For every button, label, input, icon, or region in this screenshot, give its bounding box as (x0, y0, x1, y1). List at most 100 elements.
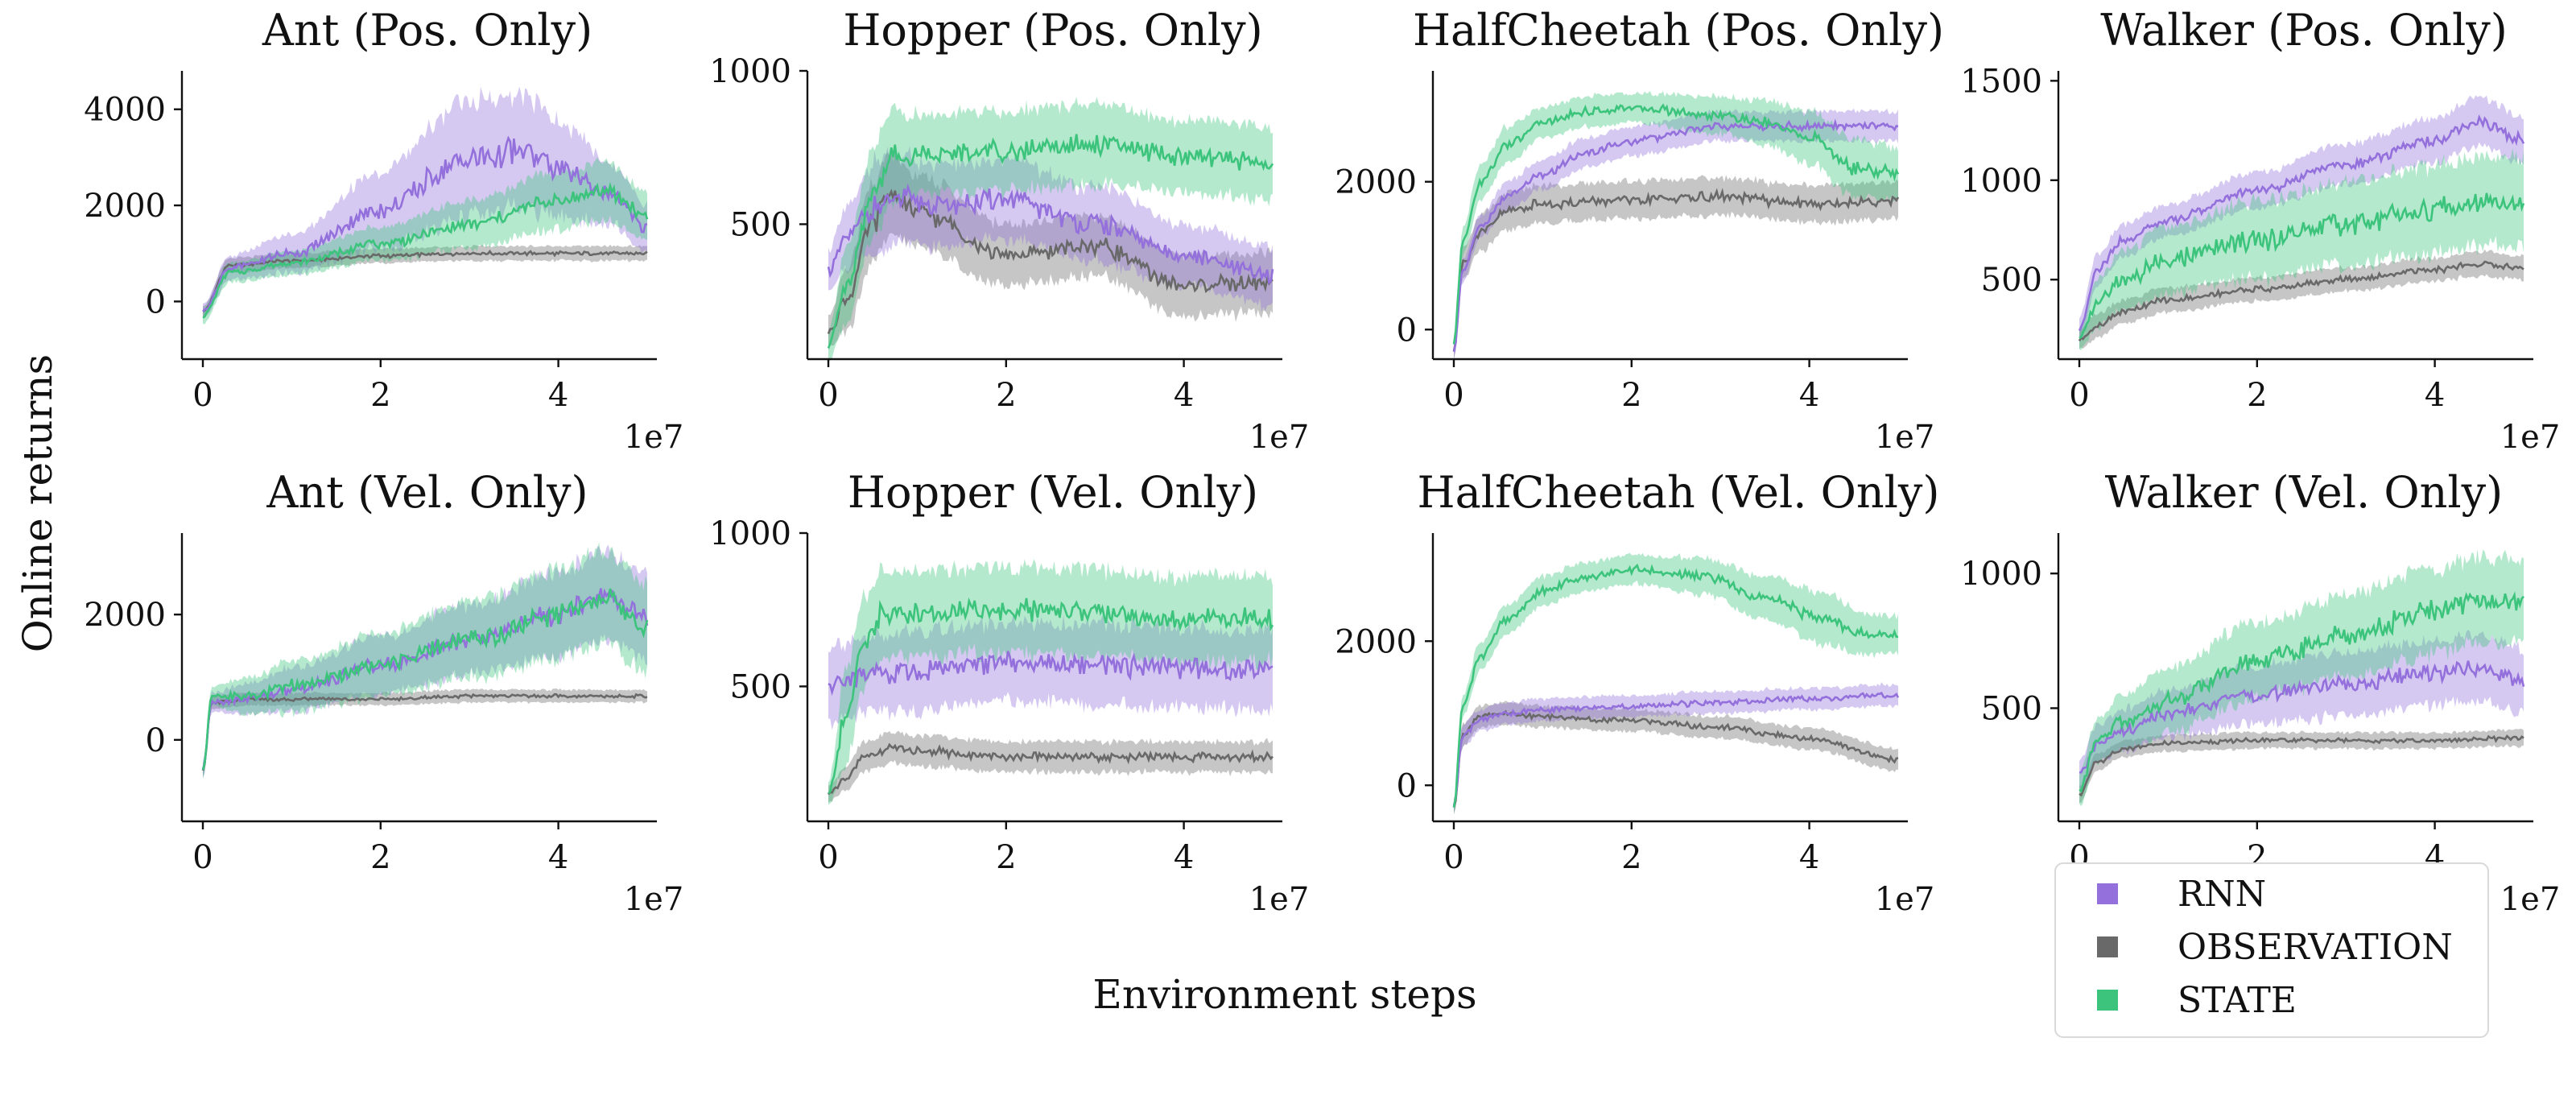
x-tick-label: 4 (1799, 839, 1819, 876)
x-offset-label: 1e7 (1249, 881, 1310, 918)
x-offset-label: 1e7 (1875, 419, 1935, 456)
band-rnn (203, 544, 647, 779)
panel-halfcheetah-pos-only: HalfCheetah (Pos. Only) 0 2000 0 2 4 1e7 (1335, 5, 1944, 456)
panel-halfcheetah-vel-only: HalfCheetah (Vel. Only) 0 2000 0 2 4 1e7 (1335, 467, 1939, 918)
panel-title: Hopper (Pos. Only) (843, 5, 1262, 56)
band-rnn (828, 614, 1273, 730)
x-tick-label: 2 (1621, 377, 1641, 414)
band-observation (1454, 175, 1898, 360)
band-state (2079, 147, 2524, 350)
y-tick-label: 1500 (1960, 63, 2042, 100)
y-tick-label: 0 (146, 722, 166, 759)
y-tick-label: 1000 (709, 53, 791, 90)
line-state (2079, 591, 2524, 793)
panel-title: Walker (Vel. Only) (2105, 467, 2504, 518)
panel-title: Ant (Pos. Only) (262, 5, 592, 56)
legend: RNN OBSERVATION STATE (2054, 862, 2489, 1038)
band-rnn (1454, 108, 1898, 360)
x-tick-label: 4 (548, 839, 568, 876)
panel-walker-pos-only: Walker (Pos. Only) 500 1000 1500 0 2 4 1e7 (1960, 5, 2560, 456)
line-state (827, 134, 1274, 349)
y-tick-label: 0 (146, 283, 166, 320)
line-state (201, 588, 649, 771)
line-observation (827, 742, 1274, 796)
figure-ylabel: Online returns (14, 354, 61, 652)
x-offset-label: 1e7 (2500, 881, 2561, 918)
x-tick-label: 2 (1621, 839, 1641, 876)
x-offset-label: 1e7 (624, 419, 684, 456)
legend-swatch-state (2097, 990, 2118, 1011)
line-observation (2078, 260, 2524, 342)
y-tick-label: 500 (1981, 690, 2042, 727)
line-state (1452, 103, 1900, 345)
x-tick-label: 4 (548, 377, 568, 414)
legend-frame (2054, 862, 2489, 1038)
x-tick-label: 0 (1443, 377, 1463, 414)
x-tick-label: 4 (1174, 377, 1194, 414)
band-observation (828, 730, 1273, 803)
panel-title: HalfCheetah (Pos. Only) (1413, 5, 1944, 56)
x-offset-label: 1e7 (2500, 419, 2561, 456)
line-rnn (1452, 118, 1899, 353)
line-observation (202, 249, 648, 312)
y-tick-label: 2000 (1335, 164, 1417, 201)
x-tick-label: 4 (1799, 377, 1819, 414)
figure-xlabel: Environment steps (1092, 971, 1476, 1018)
panel-title: HalfCheetah (Vel. Only) (1418, 467, 1940, 518)
panel-ant-pos-only: Ant (Pos. Only) 0 2000 4000 0 2 4 1e7 (84, 5, 683, 456)
y-tick-label: 1000 (1960, 556, 2042, 593)
line-observation (1452, 709, 1899, 808)
line-observation (1452, 188, 1900, 352)
legend-label-state: STATE (2178, 980, 2297, 1021)
line-state (202, 182, 649, 319)
line-rnn (2079, 660, 2525, 774)
y-tick-label: 1000 (709, 515, 791, 552)
line-observation (201, 692, 648, 771)
line-rnn (202, 135, 648, 312)
band-rnn (2079, 95, 2524, 341)
line-observation (2079, 734, 2524, 797)
y-tick-label: 0 (1397, 312, 1417, 349)
line-rnn (828, 651, 1274, 697)
y-tick-label: 4000 (84, 92, 166, 129)
x-tick-label: 2 (370, 377, 390, 414)
band-state (1454, 90, 1898, 353)
band-observation (2079, 729, 2524, 803)
x-tick-label: 0 (192, 839, 213, 876)
legend-label-observation: OBSERVATION (2178, 927, 2453, 968)
x-tick-label: 2 (996, 377, 1016, 414)
line-rnn (827, 183, 1274, 285)
legend-swatch-rnn (2097, 883, 2118, 904)
y-tick-label: 2000 (84, 188, 166, 225)
x-tick-label: 4 (2425, 377, 2445, 414)
band-rnn (1454, 682, 1898, 814)
line-observation (827, 188, 1274, 334)
x-tick-label: 0 (818, 839, 838, 876)
band-state (2079, 548, 2524, 807)
x-tick-label: 4 (1174, 839, 1194, 876)
band-state (1454, 552, 1898, 815)
y-tick-label: 1000 (1960, 163, 2042, 200)
band-observation (1454, 701, 1898, 815)
x-offset-label: 1e7 (1875, 881, 1935, 918)
panel-ant-vel-only: Ant (Vel. Only) 0 2000 0 2 4 1e7 (84, 467, 683, 918)
x-tick-label: 0 (818, 377, 838, 414)
legend-swatch-observation (2097, 936, 2118, 957)
band-state (828, 97, 1273, 363)
x-tick-label: 2 (2247, 377, 2267, 414)
line-state (2079, 192, 2525, 340)
x-offset-label: 1e7 (624, 881, 684, 918)
x-tick-label: 2 (996, 839, 1016, 876)
panel-hopper-vel-only: Hopper (Vel. Only) 500 1000 0 2 4 1e7 (709, 467, 1309, 918)
band-state (203, 542, 647, 779)
y-tick-label: 2000 (84, 597, 166, 634)
band-rnn (828, 146, 1273, 312)
x-offset-label: 1e7 (1249, 419, 1310, 456)
line-rnn (1452, 691, 1900, 806)
legend-label-rnn: RNN (2178, 874, 2266, 915)
x-tick-label: 0 (2069, 377, 2089, 414)
line-state (828, 597, 1274, 795)
y-tick-label: 500 (730, 668, 791, 705)
